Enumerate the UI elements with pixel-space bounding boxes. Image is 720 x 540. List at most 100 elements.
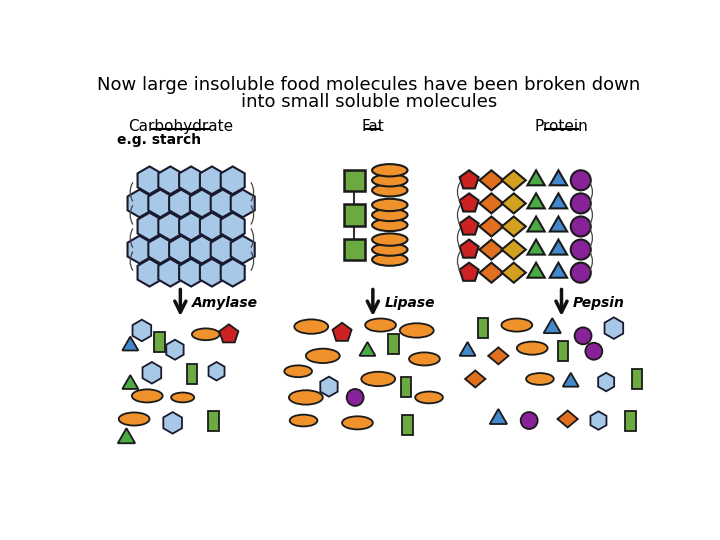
Polygon shape [590, 411, 606, 430]
Polygon shape [502, 193, 526, 213]
Bar [400, 377, 411, 397]
Bar [388, 334, 399, 354]
Polygon shape [179, 213, 203, 240]
Polygon shape [138, 166, 161, 194]
Ellipse shape [372, 199, 408, 211]
Polygon shape [550, 217, 567, 232]
Bar [402, 415, 413, 435]
Polygon shape [502, 240, 526, 260]
Polygon shape [488, 347, 508, 365]
Polygon shape [179, 166, 203, 194]
Polygon shape [598, 373, 614, 392]
Polygon shape [605, 318, 624, 339]
Polygon shape [200, 213, 224, 240]
Polygon shape [480, 193, 503, 213]
Polygon shape [127, 190, 151, 217]
Circle shape [346, 389, 364, 406]
Polygon shape [333, 323, 351, 341]
Polygon shape [528, 170, 545, 185]
Polygon shape [190, 190, 214, 217]
Polygon shape [459, 240, 479, 258]
Polygon shape [221, 259, 245, 287]
Polygon shape [132, 320, 151, 341]
Ellipse shape [342, 416, 373, 429]
Text: Amylase: Amylase [192, 296, 258, 310]
Polygon shape [118, 428, 135, 443]
Ellipse shape [372, 184, 408, 197]
Ellipse shape [365, 319, 396, 332]
Ellipse shape [415, 392, 443, 403]
Polygon shape [209, 362, 225, 381]
Ellipse shape [132, 389, 163, 402]
Text: into small soluble molecules: into small soluble molecules [241, 93, 497, 111]
Ellipse shape [526, 373, 554, 385]
Polygon shape [459, 170, 479, 188]
Polygon shape [200, 259, 224, 287]
Bar [558, 341, 568, 361]
Ellipse shape [284, 366, 312, 377]
Ellipse shape [289, 390, 323, 404]
Text: e.g. starch: e.g. starch [117, 132, 202, 146]
Ellipse shape [119, 413, 150, 426]
Polygon shape [320, 377, 338, 397]
Polygon shape [221, 166, 245, 194]
Polygon shape [169, 190, 193, 217]
Polygon shape [550, 262, 567, 278]
Polygon shape [459, 217, 479, 234]
Polygon shape [143, 362, 161, 383]
Polygon shape [200, 166, 224, 194]
Polygon shape [465, 370, 485, 387]
Polygon shape [480, 240, 503, 260]
Ellipse shape [517, 342, 548, 355]
Polygon shape [122, 375, 138, 389]
Ellipse shape [372, 244, 408, 256]
Bar [626, 410, 636, 430]
Bar [343, 239, 365, 260]
Ellipse shape [372, 209, 408, 221]
Polygon shape [211, 236, 235, 264]
Ellipse shape [409, 353, 440, 366]
Polygon shape [190, 236, 214, 264]
Polygon shape [528, 262, 545, 278]
Polygon shape [230, 190, 255, 217]
Polygon shape [221, 213, 245, 240]
Bar [154, 332, 165, 352]
Polygon shape [459, 342, 476, 356]
Polygon shape [158, 213, 182, 240]
Polygon shape [490, 409, 507, 424]
Circle shape [571, 193, 590, 213]
Polygon shape [459, 193, 479, 212]
Polygon shape [550, 170, 567, 185]
Ellipse shape [171, 393, 194, 402]
Polygon shape [557, 410, 578, 428]
Circle shape [571, 170, 590, 190]
Polygon shape [138, 259, 161, 287]
Polygon shape [220, 325, 238, 342]
Polygon shape [148, 236, 172, 264]
Ellipse shape [372, 164, 408, 177]
Polygon shape [480, 170, 503, 190]
Ellipse shape [372, 233, 408, 246]
Polygon shape [179, 259, 203, 287]
Polygon shape [166, 340, 184, 360]
Ellipse shape [372, 253, 408, 266]
Polygon shape [359, 342, 375, 356]
Polygon shape [528, 240, 545, 254]
Polygon shape [230, 236, 255, 264]
Ellipse shape [372, 174, 408, 186]
Bar [186, 364, 197, 384]
Ellipse shape [192, 328, 220, 340]
Text: Protein: Protein [535, 119, 588, 134]
Bar [477, 318, 488, 338]
Polygon shape [127, 236, 151, 264]
Polygon shape [502, 217, 526, 237]
Polygon shape [158, 166, 182, 194]
Circle shape [571, 217, 590, 237]
Circle shape [575, 327, 592, 345]
Polygon shape [122, 336, 138, 350]
Polygon shape [163, 412, 182, 434]
Ellipse shape [400, 323, 433, 338]
Polygon shape [550, 193, 567, 208]
Ellipse shape [289, 415, 318, 427]
Text: Now large insoluble food molecules have been broken down: Now large insoluble food molecules have … [97, 76, 641, 94]
